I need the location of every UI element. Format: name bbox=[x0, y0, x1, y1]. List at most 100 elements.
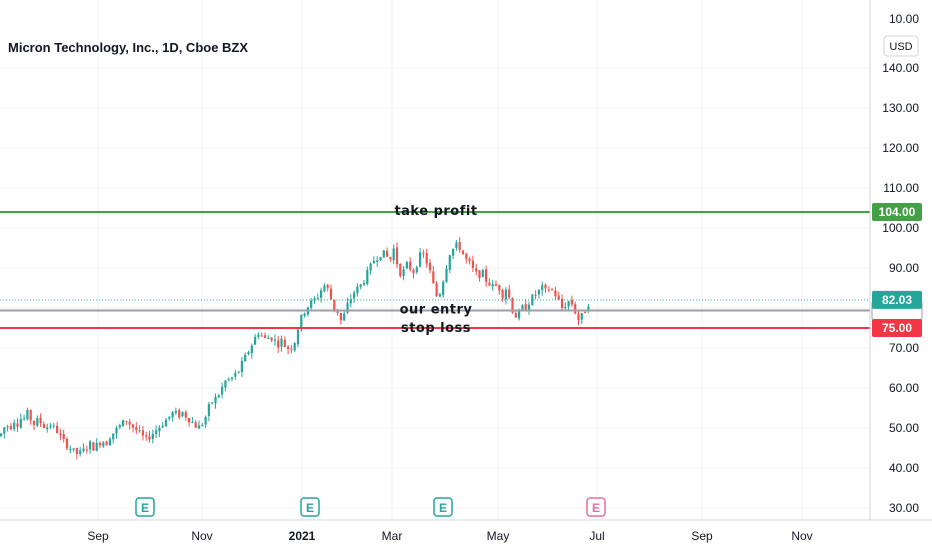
candle-up bbox=[296, 329, 300, 345]
candle-down bbox=[557, 295, 560, 300]
candle-down bbox=[432, 271, 435, 284]
candle-down bbox=[62, 433, 65, 440]
candle-down bbox=[141, 430, 144, 436]
candle-up bbox=[0, 433, 3, 437]
candle-down bbox=[56, 425, 59, 433]
candle-down bbox=[148, 436, 151, 440]
candle-up bbox=[26, 410, 29, 420]
candle-down bbox=[458, 242, 461, 250]
candle-down bbox=[59, 433, 62, 435]
candle-down bbox=[263, 335, 267, 338]
candle-down bbox=[524, 304, 527, 312]
candle-up bbox=[376, 260, 379, 262]
candle-up bbox=[6, 426, 9, 428]
candle-up bbox=[95, 442, 98, 451]
candle-up bbox=[46, 427, 49, 429]
earnings-event-icon[interactable]: E bbox=[300, 497, 320, 517]
candle-up bbox=[504, 289, 507, 300]
grid bbox=[0, 0, 870, 520]
x-axis[interactable]: Sep Nov 2021 Mar May Jul Sep Nov bbox=[87, 529, 812, 543]
candle-up bbox=[118, 425, 121, 428]
candle-up bbox=[518, 310, 521, 319]
event-box bbox=[586, 497, 606, 517]
y-tick-label: 60.00 bbox=[889, 381, 919, 395]
x-tick-label: Mar bbox=[382, 529, 403, 543]
candle-up bbox=[369, 263, 372, 271]
candle-up bbox=[343, 313, 346, 321]
candle-up bbox=[151, 433, 154, 440]
candle-up bbox=[72, 448, 75, 450]
candle-up bbox=[13, 422, 16, 429]
candle-up bbox=[19, 418, 22, 428]
candle-up bbox=[158, 427, 161, 432]
candle-down bbox=[547, 289, 550, 291]
candle-down bbox=[105, 441, 108, 446]
candle-up bbox=[580, 313, 583, 320]
candle-down bbox=[131, 424, 135, 428]
candle-up bbox=[481, 270, 484, 277]
candle-down bbox=[145, 435, 148, 437]
candle-up bbox=[405, 262, 408, 269]
annotation-take-profit: take profit bbox=[394, 204, 477, 219]
y-tick-label: 10.00 bbox=[889, 12, 919, 26]
y-tick-label: 50.00 bbox=[889, 421, 919, 435]
candle-up bbox=[112, 433, 115, 440]
price-tag-stop-loss: 75.00 bbox=[872, 319, 922, 337]
candle-down bbox=[287, 346, 290, 349]
candle-down bbox=[494, 284, 498, 286]
candle-up bbox=[36, 417, 39, 426]
x-tick-label: 2021 bbox=[289, 529, 316, 543]
candle-up bbox=[204, 416, 207, 425]
candle-down bbox=[92, 442, 95, 451]
y-tick-label: 90.00 bbox=[889, 261, 919, 275]
candle-up bbox=[82, 448, 85, 452]
annotation-stop-loss: stop loss bbox=[401, 321, 471, 336]
candle-down bbox=[488, 282, 491, 286]
y-axis[interactable]: 10.0030.0040.0050.0060.0070.0080.0090.00… bbox=[882, 12, 919, 515]
candle-up bbox=[442, 281, 445, 296]
candle-up bbox=[240, 361, 243, 372]
candle-up bbox=[174, 410, 177, 413]
candle-up bbox=[300, 314, 303, 330]
event-label: E bbox=[592, 501, 600, 515]
earnings-event-icon[interactable]: E bbox=[433, 497, 453, 517]
candle-down bbox=[551, 289, 554, 291]
candle-up bbox=[448, 255, 451, 270]
earnings-event-icon[interactable]: E bbox=[135, 497, 155, 517]
currency-button[interactable]: USD bbox=[883, 35, 919, 57]
x-tick-label: Sep bbox=[691, 529, 713, 543]
candle-up bbox=[527, 304, 531, 312]
candle-down bbox=[283, 339, 286, 347]
price-tag-box bbox=[872, 290, 922, 309]
x-tick-label: May bbox=[487, 529, 510, 543]
candle-down bbox=[39, 417, 42, 424]
candle-down bbox=[128, 421, 131, 425]
candle-up bbox=[181, 412, 184, 417]
earnings-event-icon[interactable]: E bbox=[586, 497, 606, 517]
candle-down bbox=[65, 438, 69, 449]
x-tick-label: Sep bbox=[87, 529, 109, 543]
candle-up bbox=[567, 301, 570, 307]
candle-up bbox=[316, 297, 319, 299]
candle-up bbox=[250, 345, 253, 354]
candle-down bbox=[98, 442, 102, 446]
candle-up bbox=[359, 284, 362, 287]
candle-down bbox=[544, 284, 547, 289]
candle-down bbox=[135, 427, 138, 431]
candle-up bbox=[237, 371, 240, 373]
candle-up bbox=[257, 334, 260, 338]
y-tick-label: 40.00 bbox=[889, 461, 919, 475]
candle-down bbox=[270, 337, 273, 341]
candle-up bbox=[230, 377, 234, 380]
candle-up bbox=[323, 285, 326, 292]
candle-up bbox=[122, 420, 125, 427]
candle-up bbox=[214, 396, 217, 404]
candle-down bbox=[461, 250, 465, 255]
candle-down bbox=[260, 335, 263, 337]
candle-up bbox=[49, 425, 52, 427]
candle-down bbox=[478, 270, 481, 279]
candle-up bbox=[234, 372, 237, 377]
candle-down bbox=[465, 253, 468, 260]
candle-up bbox=[211, 402, 214, 404]
